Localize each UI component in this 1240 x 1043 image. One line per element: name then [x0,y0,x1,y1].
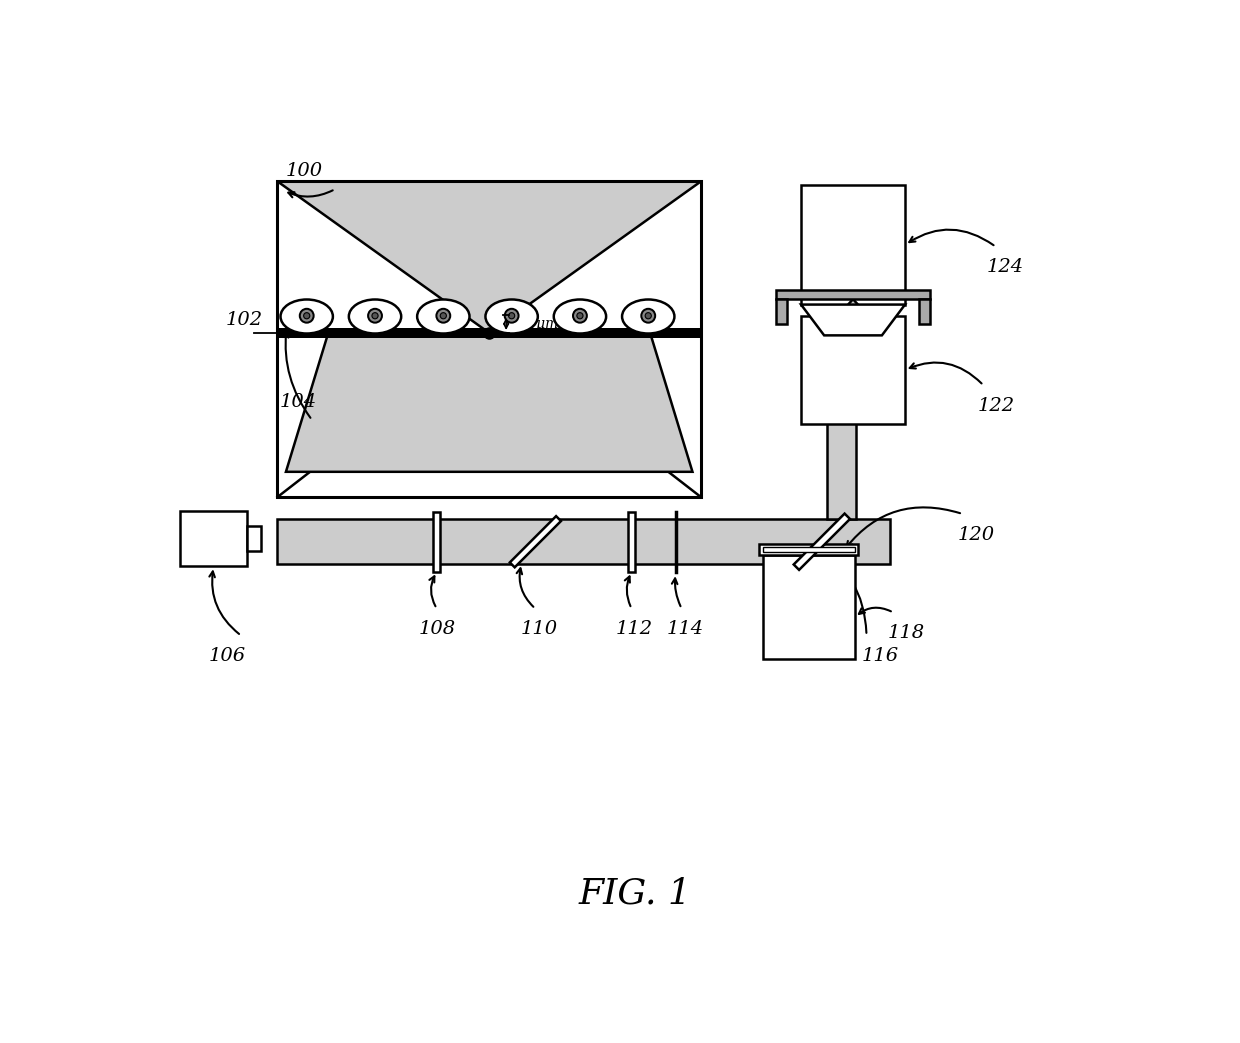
Text: 114: 114 [667,621,704,638]
Bar [759,544,858,555]
Circle shape [505,309,518,322]
Text: 116: 116 [862,648,899,665]
Bar [801,316,905,423]
Text: FIG. 1: FIG. 1 [579,876,692,911]
Circle shape [577,313,583,319]
Bar [433,512,440,572]
Polygon shape [801,305,905,336]
Circle shape [300,309,314,322]
Circle shape [508,313,515,319]
Text: 100: 100 [286,162,322,179]
Bar [278,519,889,564]
Text: 112: 112 [615,621,652,638]
Bar [278,328,701,338]
Polygon shape [278,333,701,498]
Ellipse shape [622,299,675,334]
Bar [629,512,635,572]
Text: 106: 106 [208,648,246,665]
Ellipse shape [485,299,538,334]
Ellipse shape [417,299,470,334]
Circle shape [368,309,382,322]
Ellipse shape [348,299,402,334]
Text: 122: 122 [977,397,1014,415]
Bar [827,419,857,519]
Bar [763,548,854,552]
Circle shape [645,313,651,319]
Bar [180,511,248,566]
Circle shape [573,309,587,322]
Text: 108: 108 [418,621,455,638]
Text: 110: 110 [521,621,558,638]
Ellipse shape [554,299,606,334]
Bar [776,290,930,299]
Bar [278,181,701,498]
Polygon shape [278,181,701,333]
Ellipse shape [280,299,332,334]
Polygon shape [794,513,849,569]
Text: 102: 102 [226,311,263,329]
Circle shape [641,309,655,322]
Text: 120: 120 [957,527,994,544]
Bar [919,299,930,323]
Polygon shape [286,333,692,471]
Circle shape [440,313,446,319]
Bar [763,555,854,659]
Bar [278,181,701,498]
Text: 124: 124 [987,259,1024,276]
Bar [801,186,905,305]
Text: 10 μm: 10 μm [513,317,558,331]
Circle shape [304,313,310,319]
Text: 104: 104 [280,393,316,411]
Circle shape [372,313,378,319]
Polygon shape [510,516,560,567]
Bar [248,527,262,551]
Polygon shape [838,299,868,316]
Bar [776,299,787,323]
Text: 118: 118 [888,624,925,642]
Circle shape [436,309,450,322]
